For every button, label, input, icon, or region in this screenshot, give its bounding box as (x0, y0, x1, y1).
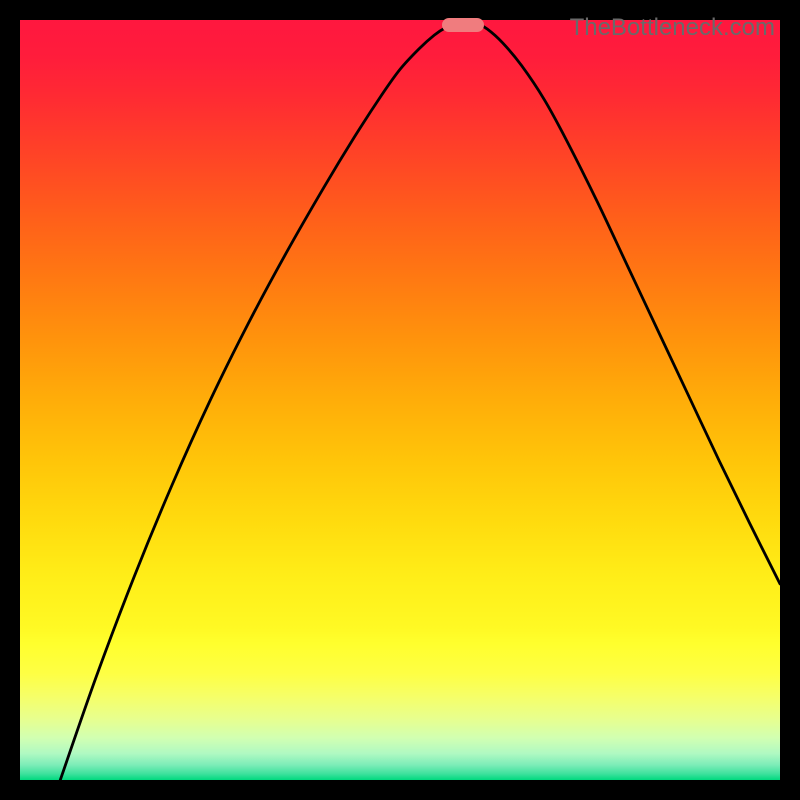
bottleneck-chart: TheBottleneck.com (0, 0, 800, 800)
optimal-point-marker (442, 18, 484, 32)
plot-area (20, 20, 780, 780)
watermark-text: TheBottleneck.com (570, 14, 775, 42)
bottleneck-curve (20, 20, 780, 780)
